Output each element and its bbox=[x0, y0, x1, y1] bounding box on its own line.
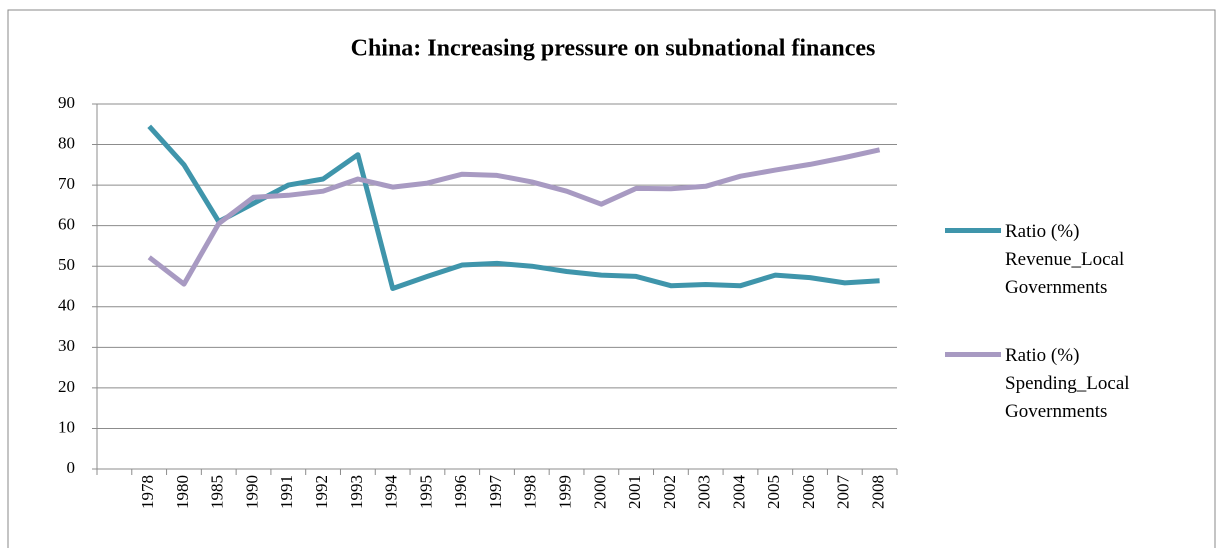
y-tick-label: 0 bbox=[67, 458, 76, 477]
series-line bbox=[147, 147, 881, 287]
x-tick-label: 1978 bbox=[138, 475, 157, 509]
x-tick-label: 2002 bbox=[660, 475, 679, 509]
legend-label: Ratio (%) Revenue_Local Governments bbox=[1005, 221, 1125, 298]
y-tick-label: 30 bbox=[58, 336, 75, 355]
x-tick-label: 1996 bbox=[451, 475, 470, 509]
y-tick-label: 40 bbox=[58, 296, 75, 315]
x-tick-label: 2005 bbox=[764, 475, 783, 509]
y-tick-label: 80 bbox=[58, 133, 75, 152]
y-tick-label: 90 bbox=[58, 93, 75, 112]
x-tick-label: 1995 bbox=[416, 475, 435, 509]
x-tick-label: 1994 bbox=[382, 475, 401, 510]
x-tick-label: 1991 bbox=[277, 475, 296, 509]
y-tick-label: 60 bbox=[58, 215, 75, 234]
x-tick-label: 1980 bbox=[173, 475, 192, 509]
legend-item: Ratio (%) Spending_Local Governments bbox=[945, 342, 1160, 426]
x-tick-label: 1997 bbox=[486, 475, 505, 510]
legend-swatch bbox=[945, 352, 1001, 357]
x-tick-label: 2004 bbox=[729, 475, 748, 510]
x-tick-label: 2006 bbox=[799, 475, 818, 509]
x-tick-label: 2003 bbox=[695, 475, 714, 509]
y-tick-label: 10 bbox=[58, 417, 75, 436]
chart-title: China: Increasing pressure on subnationa… bbox=[351, 36, 876, 62]
x-tick-label: 2000 bbox=[590, 475, 609, 509]
x-tick-label: 1990 bbox=[242, 475, 261, 509]
x-tick-label: 2008 bbox=[869, 475, 888, 509]
x-tick-label: 1993 bbox=[347, 475, 366, 509]
y-tick-label: 70 bbox=[58, 174, 75, 193]
x-tick-label: 2001 bbox=[625, 475, 644, 509]
y-tick-label: 20 bbox=[58, 377, 75, 396]
x-tick-label: 1992 bbox=[312, 475, 331, 509]
x-tick-label: 1998 bbox=[521, 475, 540, 509]
legend-label: Ratio (%) Spending_Local Governments bbox=[1005, 345, 1130, 422]
x-tick-label: 1985 bbox=[208, 475, 227, 509]
legend-item: Ratio (%) Revenue_Local Governments bbox=[945, 218, 1160, 302]
legend-swatch bbox=[945, 228, 1001, 233]
x-tick-label: 2007 bbox=[834, 475, 853, 510]
y-tick-label: 50 bbox=[58, 255, 75, 274]
x-tick-label: 1999 bbox=[555, 475, 574, 509]
chart-border bbox=[7, 9, 1216, 548]
